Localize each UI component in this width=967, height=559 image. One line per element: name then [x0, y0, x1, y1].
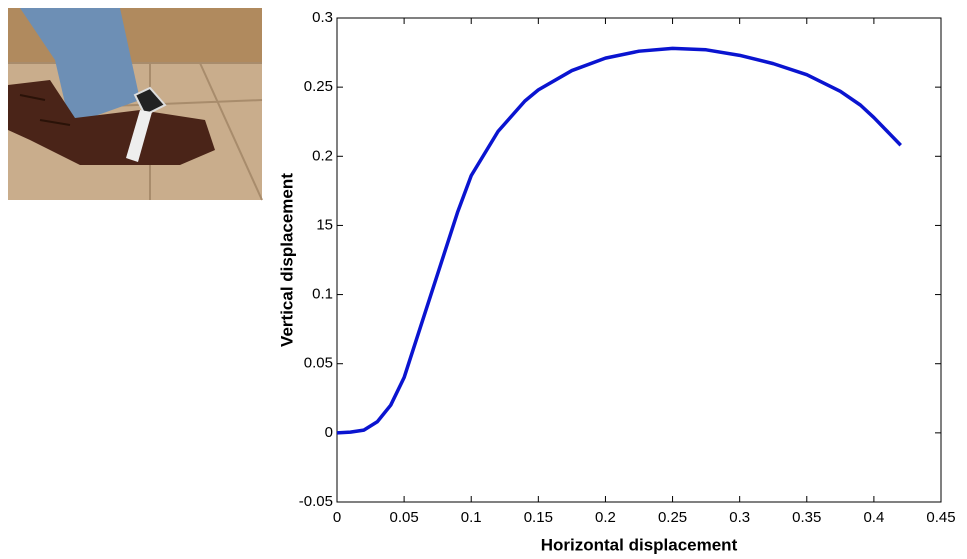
x-tick-label: 0.15 [524, 509, 553, 526]
x-tick-label: 0.4 [863, 509, 884, 526]
y-tick-label: 0.25 [304, 78, 333, 95]
x-tick-label: 0.3 [729, 509, 750, 526]
x-tick-label: 0.45 [926, 509, 955, 526]
y-axis-title: Vertical displacement [277, 173, 296, 347]
foot-photo [7, 8, 263, 201]
photo-jeans [20, 8, 140, 125]
photo-shoe-detail [19, 94, 71, 126]
x-tick-label: 0.1 [461, 509, 482, 526]
y-tick-label: 15 [316, 216, 333, 233]
x-tick-label: 0.25 [658, 509, 687, 526]
x-tick-label: 0.2 [595, 509, 616, 526]
photo-strap [126, 110, 152, 162]
x-tick-label: 0 [333, 509, 341, 526]
y-tick-label: 0.2 [312, 147, 333, 164]
photo-shoe [8, 80, 215, 165]
x-tick-label: 0.05 [390, 509, 419, 526]
y-tick-label: -0.05 [299, 493, 333, 510]
photo-tiles [7, 62, 263, 201]
y-tick-label: 0.1 [312, 286, 333, 303]
data-line [336, 46, 902, 435]
y-tick-label: 0.05 [304, 355, 333, 372]
photo-sensor [133, 86, 167, 117]
y-tick-label: 0 [325, 424, 333, 441]
x-tick-label: 0.35 [792, 509, 821, 526]
x-axis-title: Horizontal displacement [541, 535, 738, 554]
y-tick-label: 0.3 [312, 9, 333, 26]
plot-frame [336, 17, 942, 503]
